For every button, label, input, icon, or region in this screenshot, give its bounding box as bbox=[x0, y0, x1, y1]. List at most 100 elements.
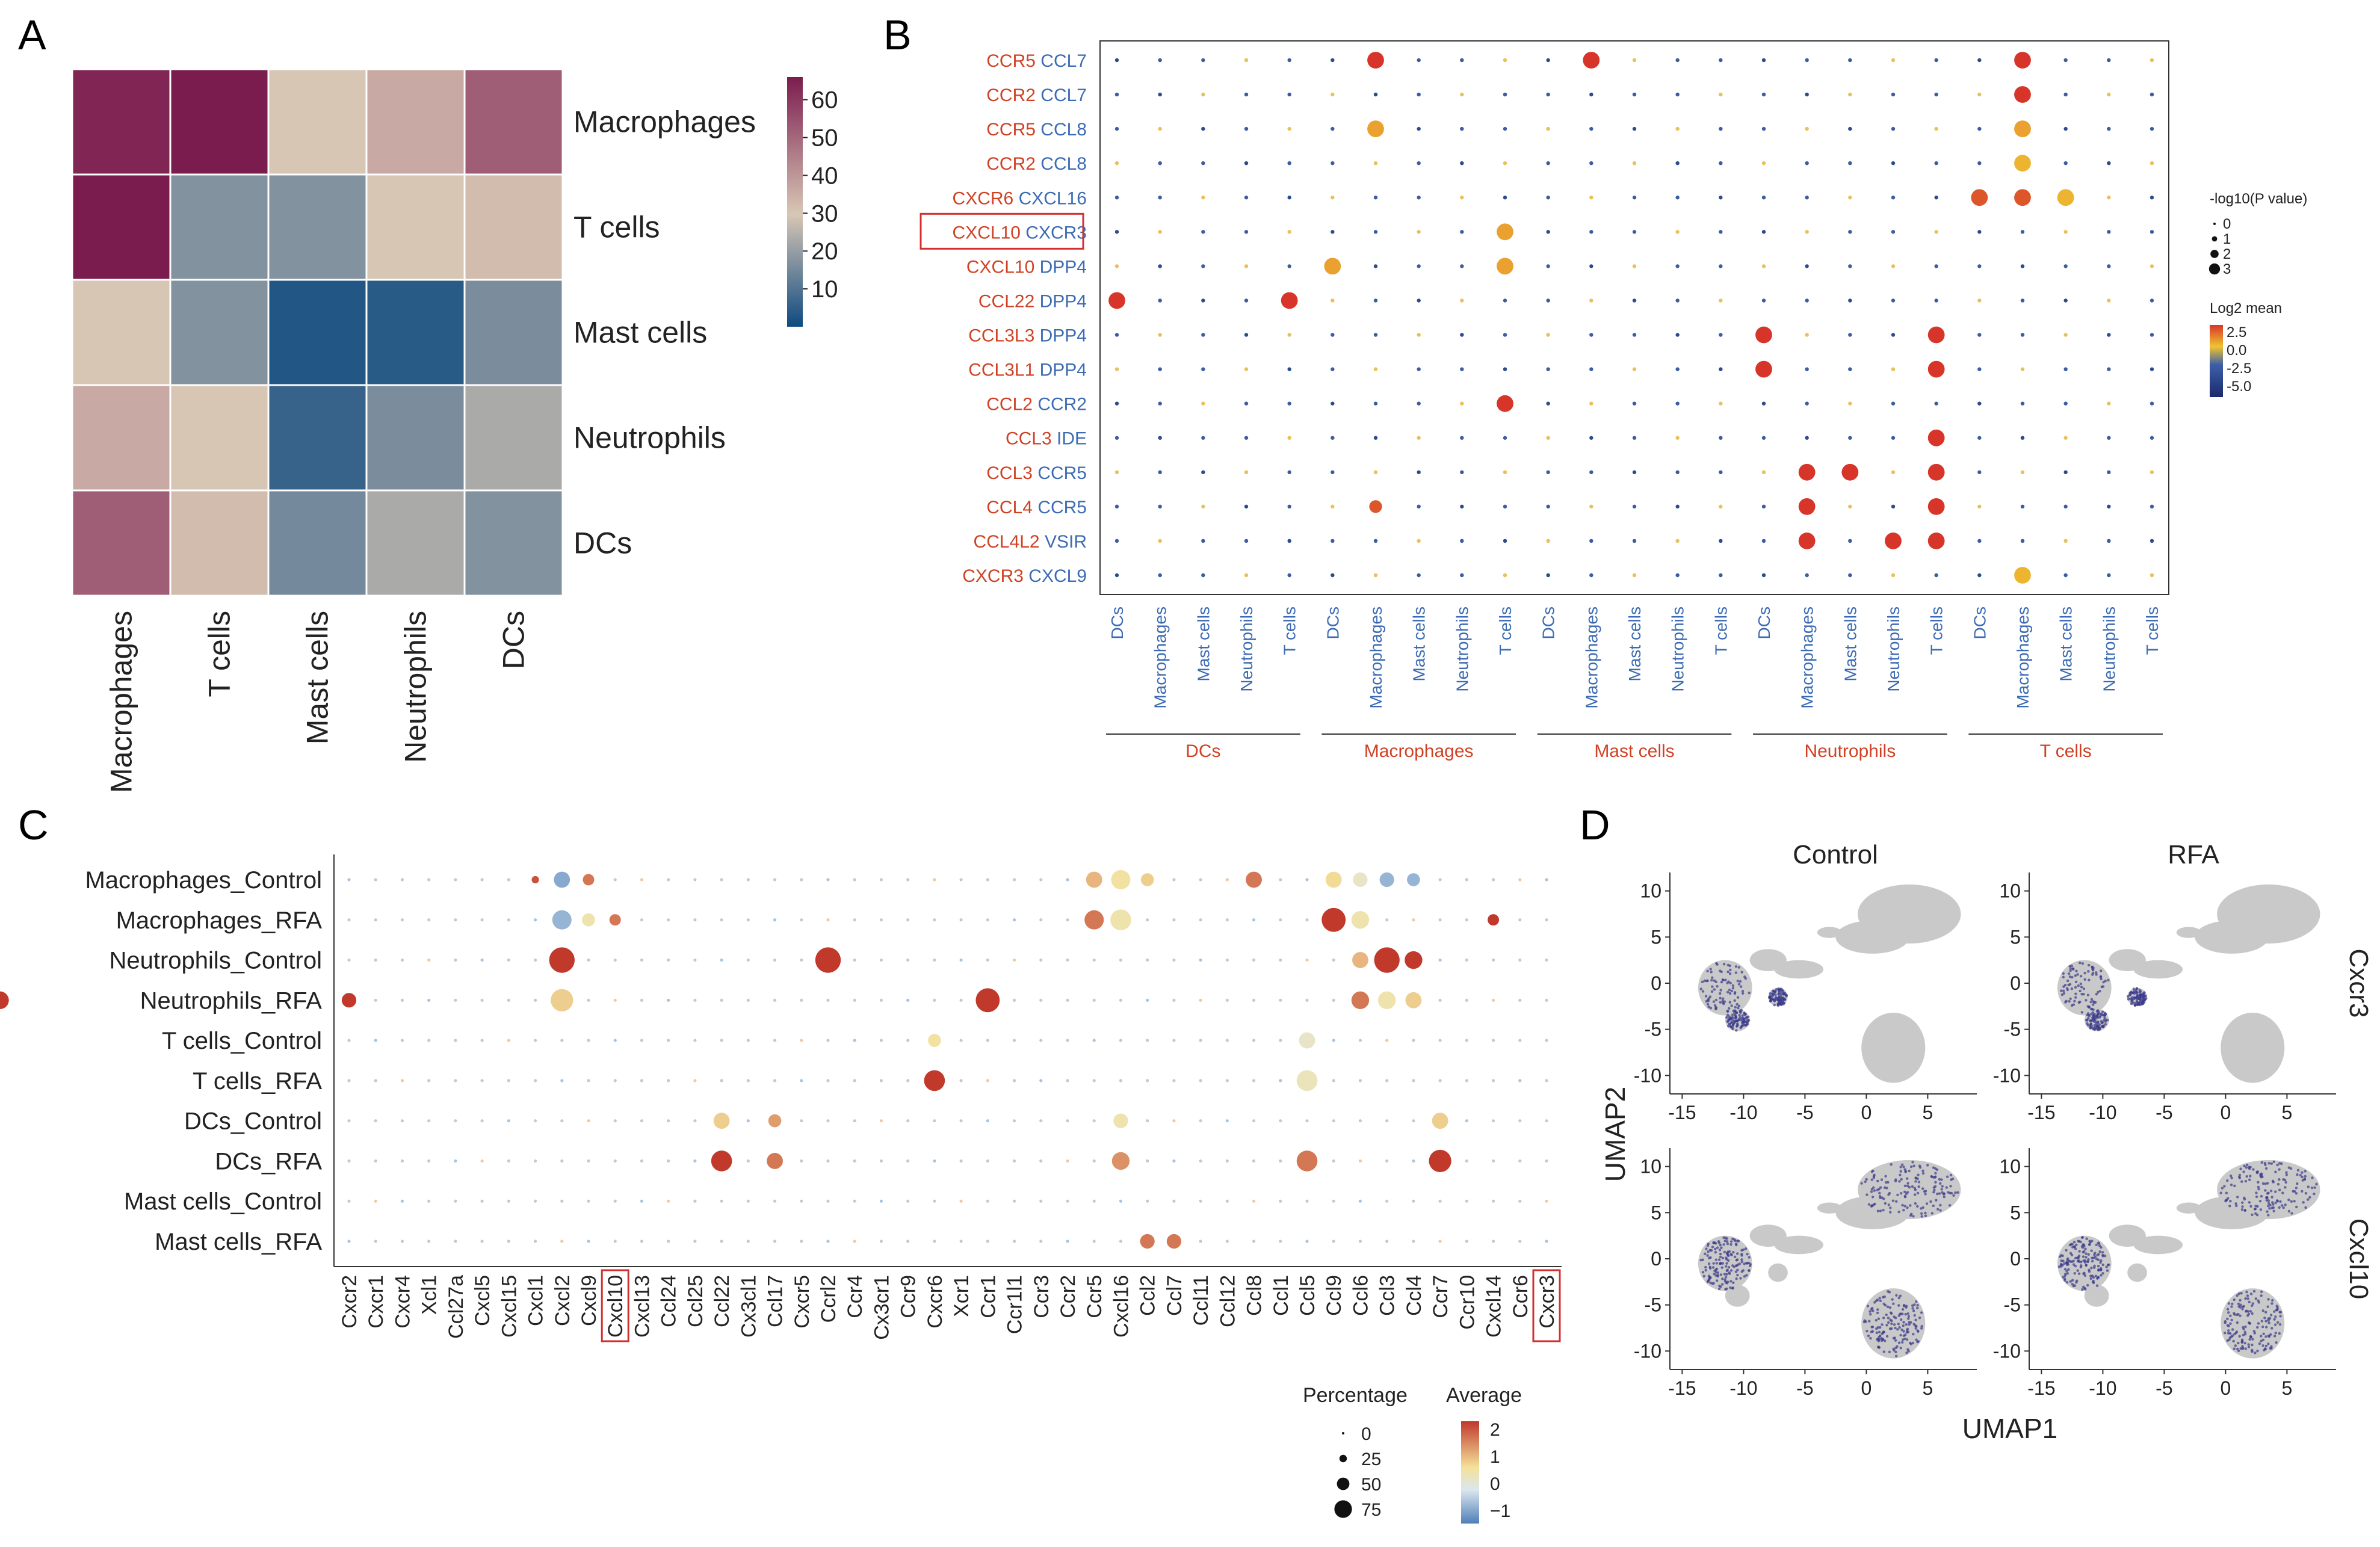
umap-expression-point bbox=[2295, 1187, 2298, 1190]
dotplot-c-point bbox=[1119, 1039, 1123, 1042]
pair-space bbox=[1040, 532, 1045, 552]
umap-expression-point bbox=[2095, 971, 2098, 974]
umap-expression-point bbox=[1934, 1172, 1937, 1175]
dotplot-c-point bbox=[986, 1079, 989, 1082]
umap-expression-point bbox=[1729, 968, 1732, 972]
percentage-legend-dot bbox=[1342, 1432, 1344, 1434]
dotplot-b-point bbox=[1373, 196, 1378, 200]
umap-expression-point bbox=[1903, 1184, 1907, 1187]
umap-expression-point bbox=[2092, 1015, 2095, 1018]
dotplot-b-point bbox=[1675, 436, 1680, 440]
dotplot-c-point bbox=[1518, 1119, 1522, 1123]
umap-expression-point bbox=[1905, 1351, 1908, 1354]
umap-expression-point bbox=[2069, 967, 2072, 971]
umap-expression-point bbox=[2065, 999, 2068, 1003]
umap-expression-point bbox=[1711, 976, 1714, 980]
umap-expression-point bbox=[1915, 1338, 1918, 1341]
umap-expression-point bbox=[2313, 1186, 2316, 1189]
umap-expression-point bbox=[1719, 1001, 1722, 1004]
umap-expression-point bbox=[1722, 1236, 1725, 1240]
umap-expression-point bbox=[1734, 1243, 1738, 1246]
dotplot-c-point bbox=[1146, 1079, 1149, 1082]
pair-receptor: CCR5 bbox=[1037, 463, 1087, 483]
dotplot-b-point bbox=[2150, 470, 2154, 474]
dotplot-c-point bbox=[826, 878, 830, 882]
dotplot-b-point bbox=[2063, 230, 2068, 234]
umap-expression-point bbox=[1909, 1204, 1912, 1207]
umap-expression-point bbox=[2060, 1263, 2063, 1267]
dotplot-b-point bbox=[1546, 401, 1550, 406]
umap-expression-point bbox=[2104, 1020, 2107, 1023]
dotplot-c-point bbox=[1140, 1234, 1155, 1249]
umap-expression-point bbox=[2080, 1264, 2083, 1267]
dotplot-b-point bbox=[1977, 504, 1982, 509]
umap-expression-point bbox=[2239, 1314, 2242, 1317]
umap-expression-point bbox=[1716, 984, 1719, 988]
umap-ytick-label: -10 bbox=[1993, 1340, 2021, 1362]
dotplot-c-point bbox=[587, 1240, 590, 1243]
umap-expression-point bbox=[1870, 1188, 1874, 1191]
umap-expression-point bbox=[1862, 1320, 1866, 1324]
dotplot-b-point bbox=[1934, 196, 1938, 200]
dotplot-b-point bbox=[2107, 504, 2111, 509]
dotplot-c-row-label: Mast cells_RFA bbox=[155, 1229, 322, 1255]
umap-expression-point bbox=[2234, 1202, 2237, 1205]
average-legend-label: 1 bbox=[1490, 1447, 1500, 1467]
umap-expression-point bbox=[2095, 1257, 2098, 1261]
dotplot-b-point bbox=[2107, 573, 2111, 578]
umap-expression-point bbox=[1914, 1318, 1917, 1321]
umap-expression-point bbox=[1779, 993, 1783, 996]
umap-expression-point bbox=[1701, 990, 1705, 993]
dotplot-b-point bbox=[2150, 161, 2154, 165]
umap-expression-point bbox=[1719, 1252, 1722, 1256]
dotplot-b-point bbox=[2063, 126, 2068, 131]
umap-expression-point bbox=[1739, 1016, 1742, 1019]
dotplot-b-point bbox=[1287, 436, 1291, 440]
dotplot-b-point bbox=[1460, 539, 1464, 543]
umap-expression-point bbox=[1714, 1247, 1717, 1251]
umap-expression-point bbox=[2252, 1168, 2255, 1171]
dotplot-b-point bbox=[1841, 463, 1859, 481]
heatmap-col-label: Macrophages bbox=[105, 611, 138, 793]
dotplot-c-gene-label: Ccl7 bbox=[1163, 1275, 1186, 1316]
umap-expression-point bbox=[1899, 1312, 1903, 1315]
dotplot-b-point bbox=[1287, 401, 1291, 406]
umap-expression-point bbox=[2086, 1013, 2089, 1017]
dotplot-c-point bbox=[507, 998, 510, 1002]
dotplot-c-point bbox=[347, 1199, 351, 1203]
dotplot-b-point bbox=[1417, 264, 1421, 268]
umap-expression-point bbox=[2095, 1284, 2099, 1287]
umap-expression-point bbox=[1901, 1341, 1904, 1344]
umap-expression-point bbox=[2079, 989, 2082, 993]
umap-cluster bbox=[1749, 1224, 1787, 1247]
umap-expression-point bbox=[1740, 1254, 1743, 1257]
umap-ytick-label: -10 bbox=[1634, 1340, 1661, 1362]
gene-highlight-box bbox=[1532, 1269, 1561, 1342]
dotplot-b-point bbox=[1761, 504, 1766, 509]
umap-expression-point bbox=[1878, 1335, 1881, 1338]
dotplot-b-point bbox=[1114, 126, 1119, 131]
dotplot-c-point bbox=[800, 1199, 803, 1203]
umap-expression-point bbox=[1911, 1185, 1914, 1188]
heatmap-cell bbox=[365, 384, 466, 492]
umap-cluster bbox=[2109, 1224, 2146, 1247]
dotplot-c-point bbox=[582, 913, 595, 927]
umap-expression-point bbox=[1872, 1169, 1875, 1173]
dotplot-c-point bbox=[533, 1119, 537, 1123]
umap-expression-point bbox=[1773, 990, 1776, 993]
umap-expression-point bbox=[1706, 1244, 1710, 1247]
dotplot-c-point bbox=[1012, 998, 1016, 1002]
pair-ligand: CCL4 bbox=[986, 498, 1033, 517]
dotplot-c-point bbox=[667, 1240, 670, 1243]
dotplot-c-point bbox=[746, 1079, 750, 1082]
heatmap-cell bbox=[267, 384, 368, 492]
dotplot-c-gene-label: Ccl17 bbox=[764, 1275, 787, 1327]
dotplot-c-gene-label: Ccl9 bbox=[1323, 1275, 1346, 1316]
umap-expression-point bbox=[2240, 1341, 2243, 1344]
dotplot-c-gene-label: Cxcl2 bbox=[551, 1275, 574, 1326]
umap-expression-point bbox=[1914, 1193, 1917, 1196]
umap-expression-point bbox=[2239, 1347, 2242, 1350]
dotplot-c-point bbox=[1545, 998, 1548, 1002]
umap-expression-point bbox=[1706, 979, 1709, 983]
umap-expression-point bbox=[1886, 1305, 1890, 1309]
